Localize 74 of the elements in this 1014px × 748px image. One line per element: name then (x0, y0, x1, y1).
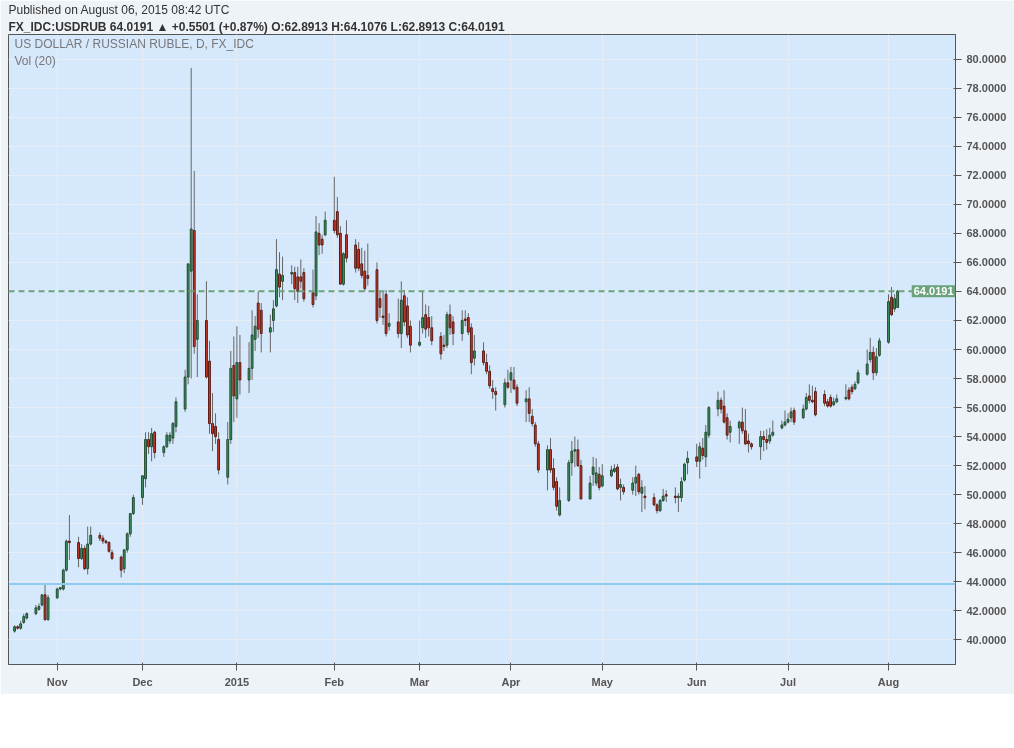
candlestick (439, 331, 443, 361)
candlestick (509, 366, 513, 394)
candlestick (147, 431, 150, 455)
candlestick (396, 298, 400, 339)
candlestick (698, 441, 702, 480)
candlestick (695, 443, 699, 468)
candlestick (98, 531, 102, 542)
annotation: Vol (20) (14, 53, 56, 68)
candlestick (67, 514, 71, 561)
y-tick-label: 42.0000 (966, 604, 1007, 617)
candlestick (387, 312, 391, 332)
candlestick (814, 386, 817, 417)
y-tick-label: 64.0000 (966, 285, 1007, 298)
candlestick (293, 266, 297, 301)
y-tick-label: 76.0000 (966, 111, 1007, 124)
candlestick (783, 409, 787, 427)
candlestick (77, 536, 80, 568)
x-tick-label: Apr (501, 675, 522, 688)
candlestick (524, 389, 528, 423)
y-tick-label: 44.0000 (966, 575, 1007, 588)
chart-title: Published on August 06, 2015 08:42 UTC (8, 2, 230, 17)
y-tick-label: 70.0000 (966, 198, 1007, 211)
candlestick (281, 256, 284, 301)
x-tick-label: Nov (46, 675, 69, 688)
y-tick-label: 66.0000 (966, 256, 1007, 269)
candlestick (762, 430, 766, 452)
x-tick-label: Feb (324, 675, 345, 688)
y-tick-label: 62.0000 (966, 314, 1007, 327)
candlestick (418, 319, 421, 348)
candlestick (354, 238, 358, 274)
candlestick (332, 176, 336, 234)
candlestick (527, 386, 531, 423)
x-tick-label: Jul (780, 675, 796, 688)
y-tick-label: 54.0000 (966, 430, 1007, 443)
candlestick (323, 211, 327, 237)
x-tick-label: May (591, 675, 614, 688)
candlestick (619, 478, 622, 501)
y-tick-label: 46.0000 (966, 546, 1007, 559)
y-tick-label: 50.0000 (966, 488, 1007, 501)
y-tick-label: 68.0000 (966, 227, 1007, 240)
candlestick (759, 430, 763, 461)
candlestick (701, 437, 705, 461)
candlestick (472, 334, 476, 366)
y-tick-label: 60.0000 (966, 343, 1007, 356)
candlestick (290, 264, 294, 285)
y-tick-label: 78.0000 (966, 82, 1007, 95)
y-tick-label: 72.0000 (966, 169, 1007, 182)
candlestick (728, 420, 732, 443)
candlestick (366, 243, 370, 287)
y-tick-label: 52.0000 (966, 459, 1007, 472)
candlestick (786, 412, 790, 425)
candlestick (153, 430, 157, 459)
annotation: US DOLLAR / RUSSIAN RUBLE, D, FX_IDC (14, 36, 255, 51)
x-tick-label: Dec (132, 675, 153, 688)
candlestick (195, 293, 199, 378)
candlestick (865, 349, 869, 377)
y-tick-label: 40.0000 (966, 633, 1007, 646)
candlestick (278, 251, 281, 298)
y-tick-label: 58.0000 (966, 372, 1007, 385)
y-tick-label: 56.0000 (966, 401, 1007, 414)
candlestick (546, 444, 549, 491)
candlestick (789, 407, 793, 423)
x-tick-label: Aug (877, 675, 900, 688)
x-tick-label: Mar (409, 675, 431, 688)
x-tick-label: Jun (686, 675, 707, 688)
ref-line-label: 64.0191 (913, 285, 954, 298)
chart-subtitle: FX_IDC:USDRUB 64.0191 ▲ +0.5501 (+0.87%) O:62.8913 H:64.1076 L:62.8913 C:64.0191 (8, 19, 505, 34)
y-tick-label: 80.0000 (966, 53, 1007, 66)
candlestick (506, 369, 510, 390)
y-tick-label: 48.0000 (966, 517, 1007, 530)
x-tick-label: 2015 (224, 675, 250, 688)
candlestick (150, 427, 154, 462)
candlestick (594, 457, 598, 487)
y-tick-label: 74.0000 (966, 140, 1007, 153)
